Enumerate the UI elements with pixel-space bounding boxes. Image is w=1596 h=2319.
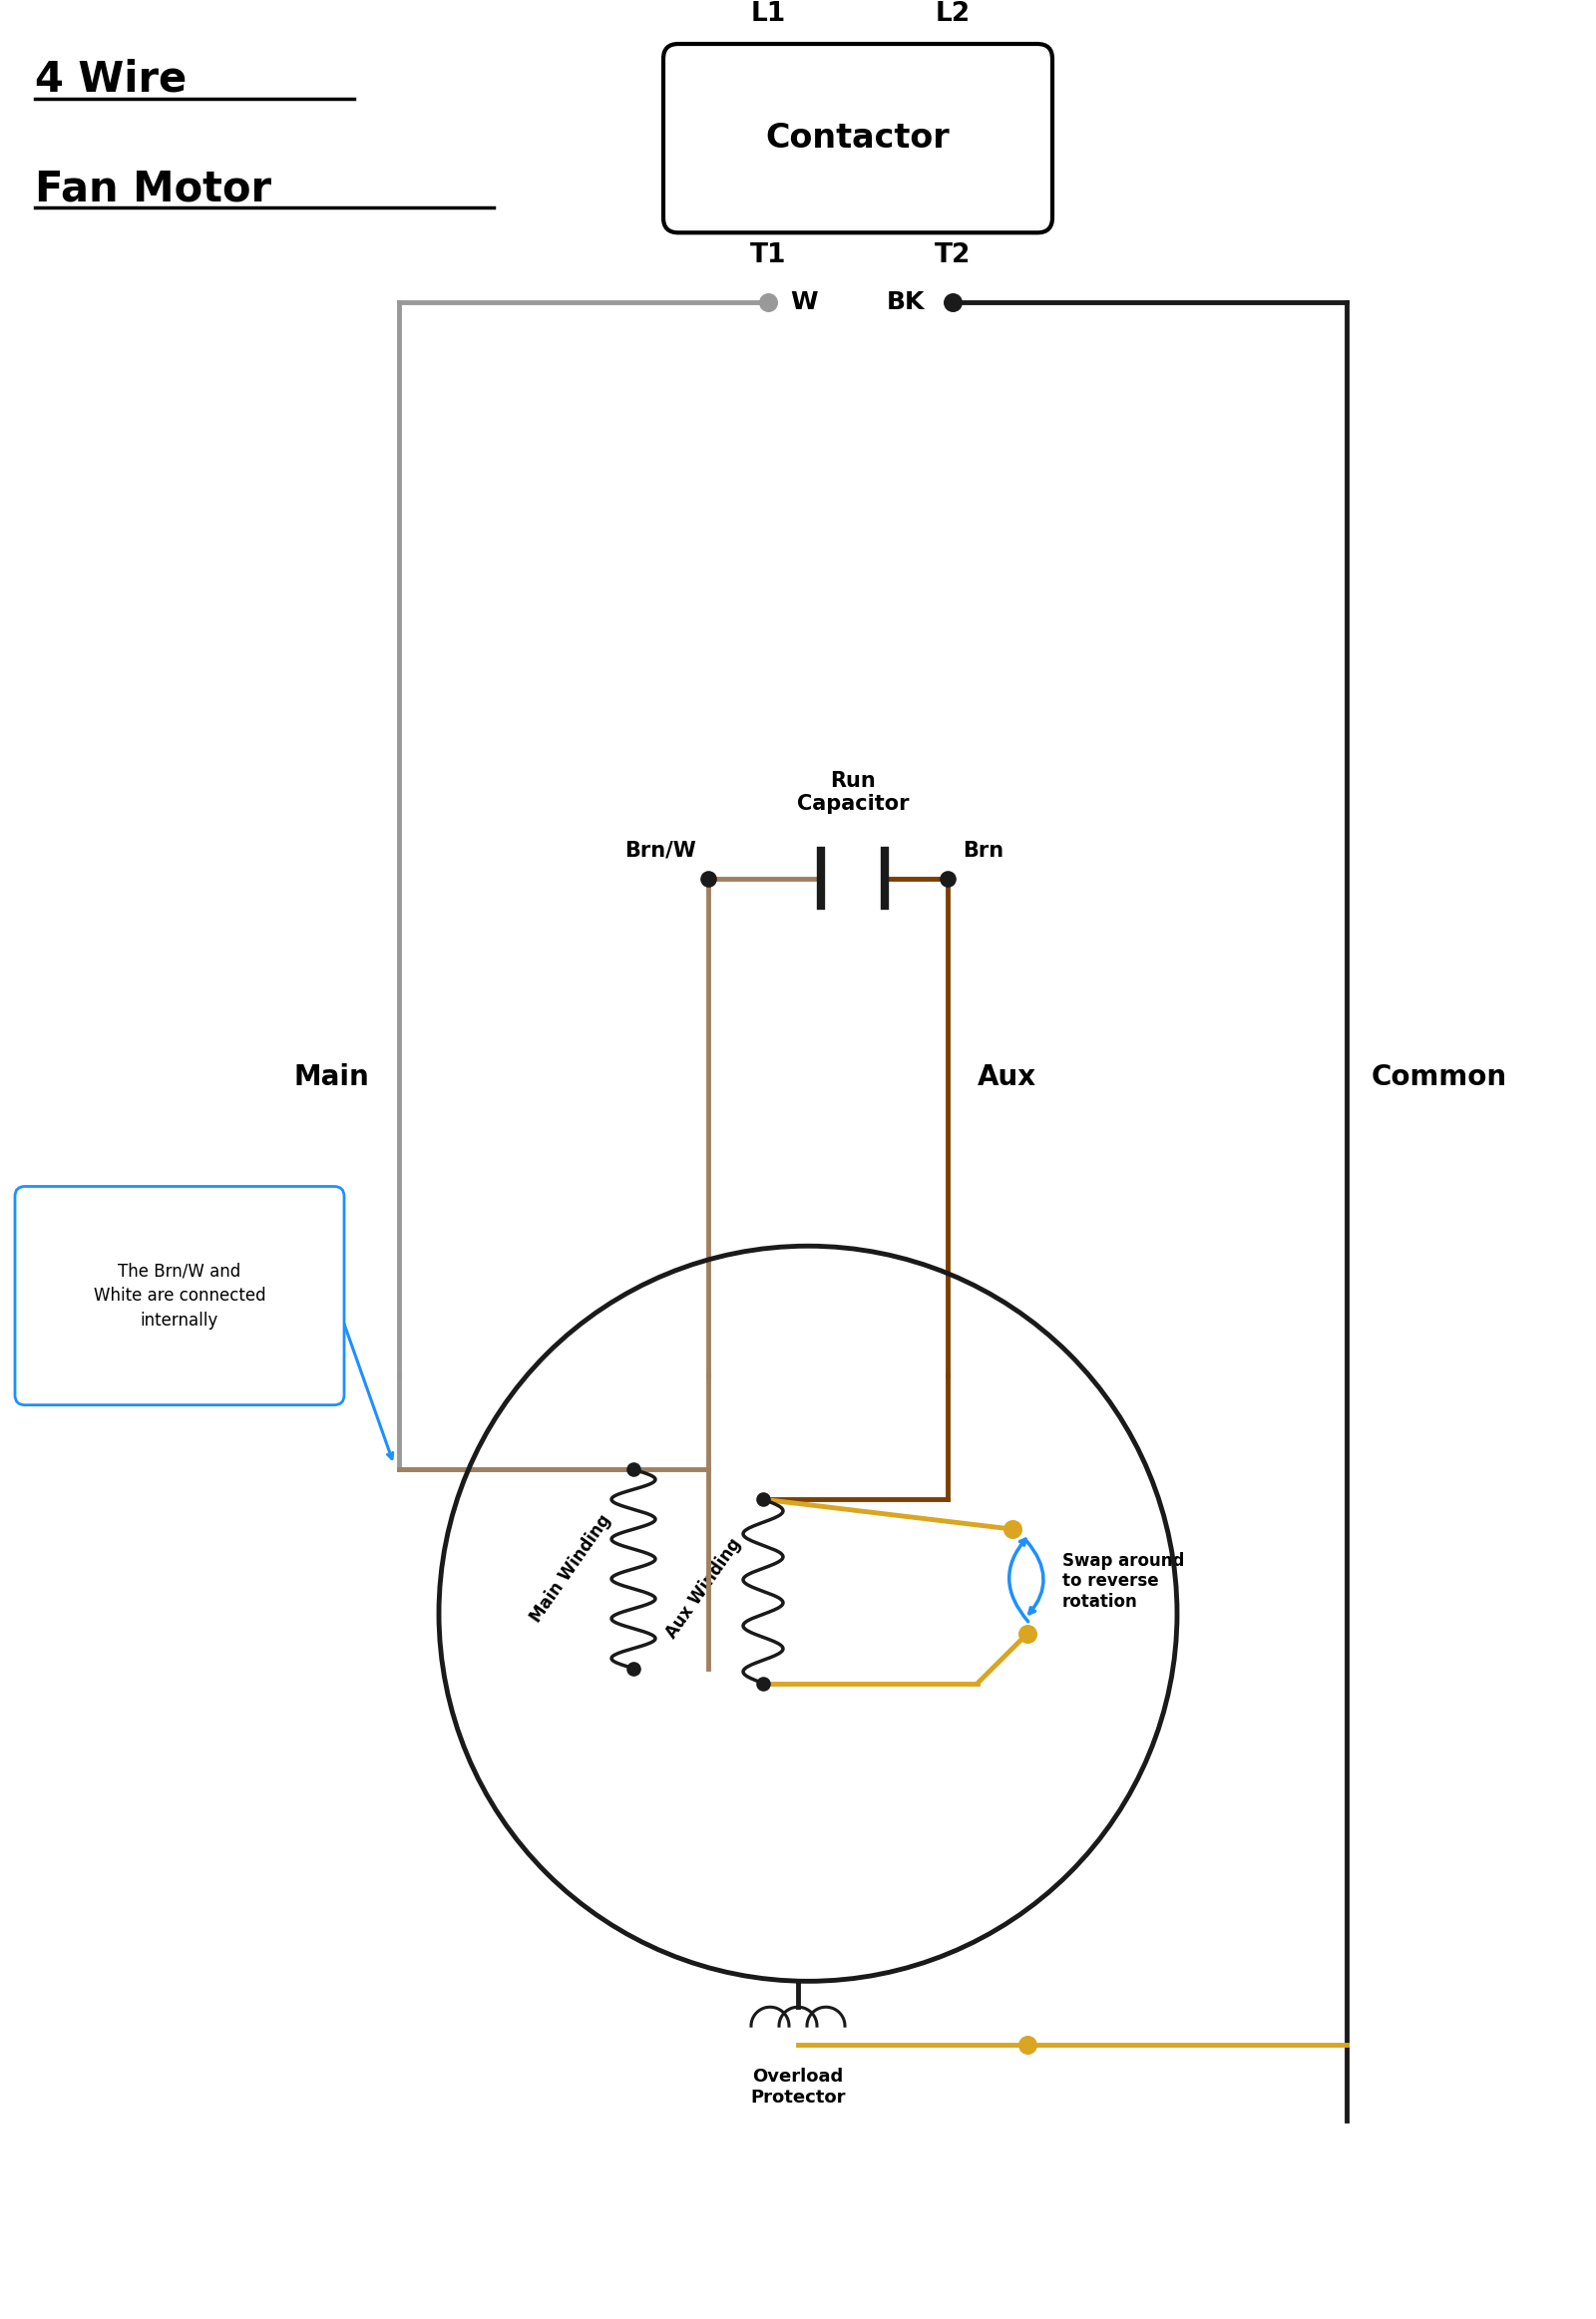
Text: T1: T1	[750, 243, 787, 269]
Text: 4 Wire: 4 Wire	[35, 58, 187, 100]
Point	[1015, 1614, 1041, 1651]
FancyBboxPatch shape	[664, 44, 1052, 232]
Point	[935, 860, 961, 897]
Text: L1: L1	[750, 0, 785, 28]
Text: Main: Main	[294, 1062, 369, 1092]
Text: Aux: Aux	[977, 1062, 1036, 1092]
Text: W: W	[790, 290, 817, 313]
Point	[621, 1452, 646, 1489]
Text: Swap around
to reverse
rotation: Swap around to reverse rotation	[1063, 1551, 1184, 1612]
Text: Common: Common	[1371, 1062, 1507, 1092]
Point	[750, 1482, 776, 1519]
Text: BK: BK	[886, 290, 924, 313]
Text: Aux Winding: Aux Winding	[662, 1535, 744, 1642]
Point	[696, 860, 721, 897]
Text: Fan Motor: Fan Motor	[35, 167, 271, 211]
Point	[621, 1649, 646, 1686]
Point	[999, 1510, 1025, 1547]
Text: Brn: Brn	[962, 839, 1004, 860]
Text: The Brn/W and
White are connected
internally: The Brn/W and White are connected intern…	[94, 1262, 265, 1329]
Text: Overload
Protector: Overload Protector	[750, 2069, 846, 2106]
Point	[755, 283, 780, 320]
Text: Run
Capacitor: Run Capacitor	[796, 770, 910, 814]
Text: Contactor: Contactor	[766, 123, 950, 155]
FancyBboxPatch shape	[14, 1187, 345, 1405]
Text: L2: L2	[935, 0, 970, 28]
Point	[940, 283, 966, 320]
Text: Brn/W: Brn/W	[624, 839, 696, 860]
Point	[1015, 2027, 1041, 2064]
Text: Main Winding: Main Winding	[527, 1512, 614, 1626]
Text: T2: T2	[935, 243, 970, 269]
Point	[750, 1665, 776, 1702]
